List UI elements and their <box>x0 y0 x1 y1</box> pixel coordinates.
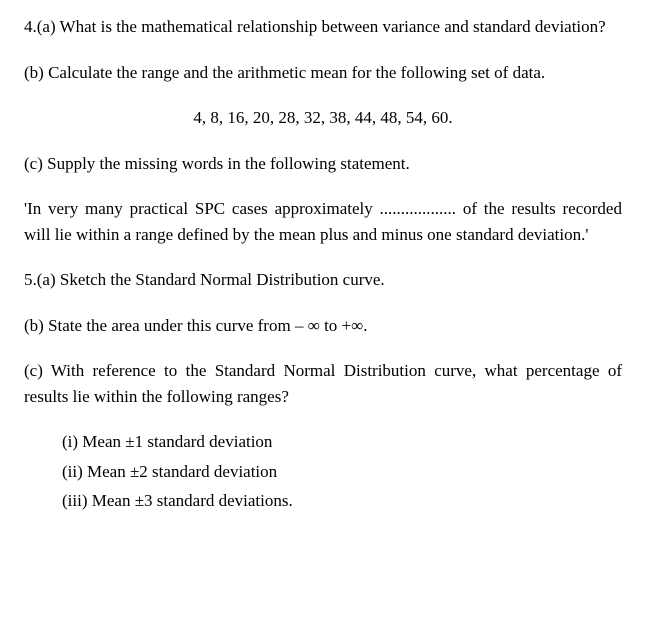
question-4a: 4.(a) What is the mathematical relations… <box>24 14 622 40</box>
question-4c-statement: 'In very many practical SPC cases approx… <box>24 196 622 247</box>
question-5c: (c) With reference to the Standard Norma… <box>24 358 622 409</box>
question-4c: (c) Supply the missing words in the foll… <box>24 151 622 177</box>
question-4b-data: 4, 8, 16, 20, 28, 32, 38, 44, 48, 54, 60… <box>24 105 622 131</box>
question-4b: (b) Calculate the range and the arithmet… <box>24 60 622 86</box>
question-5c-i: (i) Mean ±1 standard deviation <box>24 429 622 455</box>
question-5a: 5.(a) Sketch the Standard Normal Distrib… <box>24 267 622 293</box>
stmt-pre: 'In very many practical SPC cases approx… <box>24 199 380 218</box>
question-5c-ii: (ii) Mean ±2 standard deviation <box>24 459 622 485</box>
fill-blank: .................. <box>380 196 457 222</box>
question-5b: (b) State the area under this curve from… <box>24 313 622 339</box>
question-5c-iii: (iii) Mean ±3 standard deviations. <box>24 488 622 514</box>
